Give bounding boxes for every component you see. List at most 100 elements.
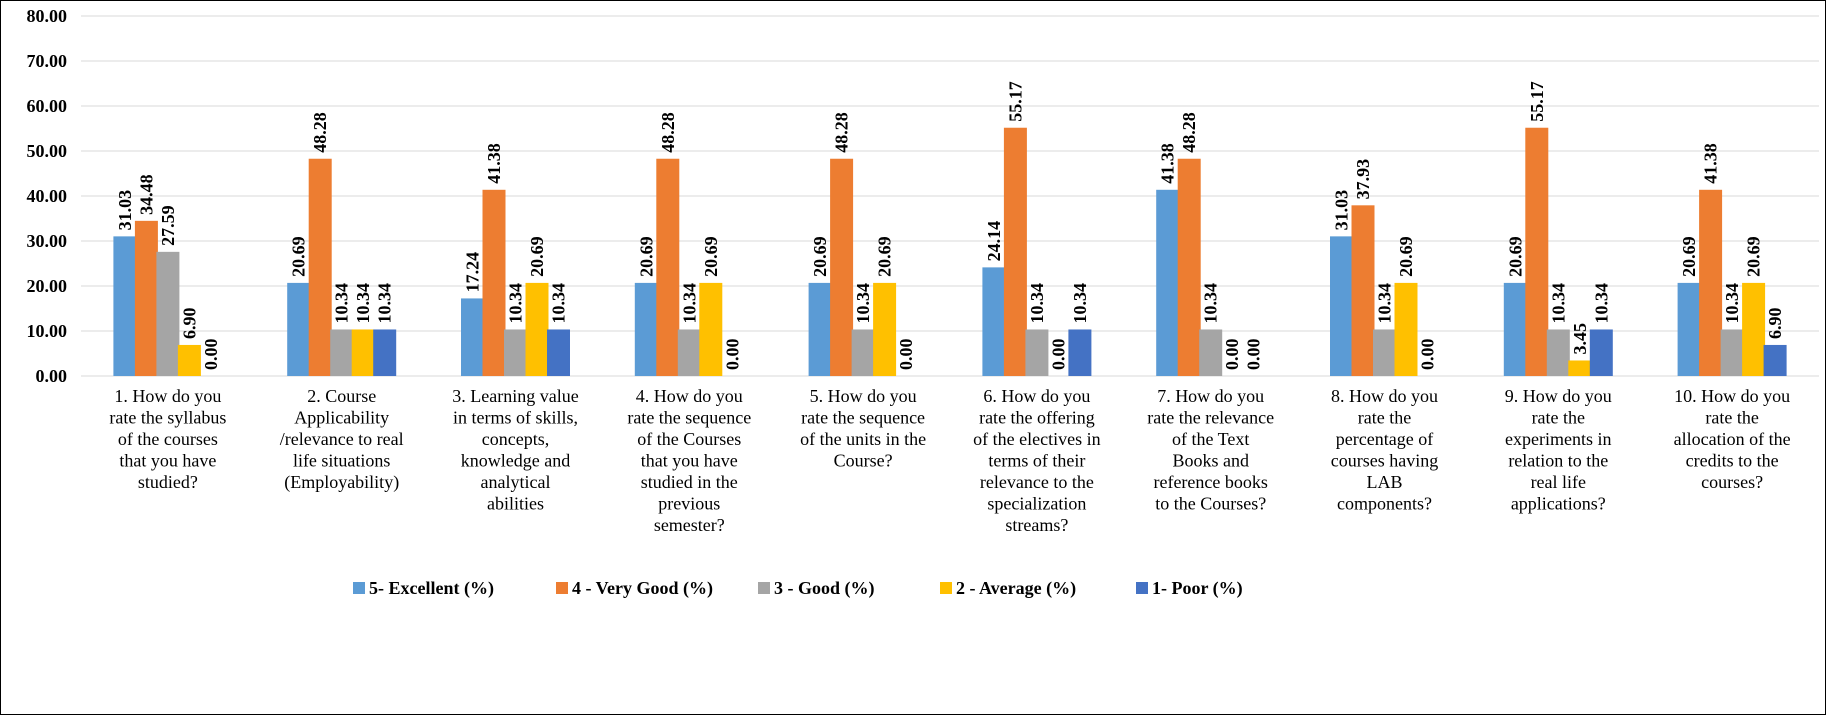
category-label-line: 5. How do you bbox=[810, 386, 917, 406]
bar-3-good bbox=[1373, 329, 1396, 376]
category-label-line: Course? bbox=[834, 451, 893, 471]
bar-4-very-good bbox=[830, 158, 854, 376]
category-label-line: 2. Course bbox=[307, 386, 376, 406]
bar-5-excellent bbox=[1156, 189, 1180, 376]
bar-5-excellent bbox=[113, 236, 137, 376]
category-label: 1. How do you rate the syllabus of the cou… bbox=[109, 386, 226, 492]
data-label: 0.00 bbox=[1244, 339, 1264, 371]
category-label-line: of the Courses bbox=[637, 429, 741, 449]
legend-label: 4 - Very Good (%) bbox=[572, 578, 713, 599]
category-label-line: to the Courses? bbox=[1155, 494, 1266, 514]
data-label: 10.34 bbox=[1722, 283, 1742, 324]
data-label: 20.69 bbox=[701, 236, 721, 277]
bar-4-very-good bbox=[134, 220, 158, 376]
data-label: 20.69 bbox=[1396, 236, 1416, 277]
data-label: 20.69 bbox=[289, 236, 309, 277]
data-label: 10.34 bbox=[506, 283, 526, 324]
category-label-line: rate the bbox=[1532, 408, 1585, 428]
data-label: 20.69 bbox=[1505, 236, 1525, 277]
data-label: 48.28 bbox=[658, 112, 678, 153]
bar-1-poor bbox=[1068, 329, 1092, 376]
bar-5-excellent bbox=[287, 282, 311, 376]
bar-3-good bbox=[330, 329, 354, 376]
category-label-line: specialization bbox=[987, 494, 1086, 514]
bar-4-very-good bbox=[1525, 127, 1549, 376]
category-label-line: 9. How do you bbox=[1505, 386, 1612, 406]
category-label: 9. How do you rate the experiments in relat… bbox=[1505, 386, 1612, 514]
bar-2-average bbox=[873, 282, 897, 376]
legend-swatch bbox=[353, 582, 365, 594]
data-label: 0.00 bbox=[1222, 339, 1242, 371]
y-axis-tick-labels: 0.00 10.00 20.00 30.00 40.00 50.00 60.00 70.00 8… bbox=[27, 6, 68, 386]
data-label: 55.17 bbox=[1527, 81, 1547, 122]
data-label: 10.34 bbox=[375, 283, 395, 324]
category-label-line: rate the sequence bbox=[627, 408, 751, 428]
bar-4-very-good bbox=[1699, 189, 1723, 376]
category-label: 6. How do you rate the offering of the ele… bbox=[973, 386, 1100, 535]
bars bbox=[113, 127, 1787, 376]
legend-label: 1- Poor (%) bbox=[1152, 578, 1243, 599]
bar-3-good bbox=[156, 251, 180, 376]
y-tick-label: 70.00 bbox=[27, 51, 68, 71]
bar-5-excellent bbox=[1330, 236, 1353, 376]
bar-5-excellent bbox=[808, 282, 832, 376]
bar-1-poor bbox=[373, 329, 397, 376]
data-label: 20.69 bbox=[875, 236, 895, 277]
bar-3-good bbox=[851, 329, 875, 376]
category-label-line: 6. How do you bbox=[983, 386, 1090, 406]
data-label: 20.69 bbox=[1679, 236, 1699, 277]
category-label-line: concepts, bbox=[482, 429, 549, 449]
category-labels: 1. How do you rate the syllabus of the cou… bbox=[109, 386, 1790, 535]
bar-2-average bbox=[1742, 282, 1766, 376]
category-label: 5. How do you rate the sequence of the uni… bbox=[800, 386, 926, 471]
data-label: 31.03 bbox=[1332, 190, 1352, 231]
category-label-line: semester? bbox=[654, 515, 725, 535]
bar-4-very-good bbox=[482, 189, 506, 376]
data-label: 10.34 bbox=[332, 283, 352, 324]
data-label: 3.45 bbox=[1570, 323, 1590, 355]
category-label-line: 8. How do you bbox=[1331, 386, 1438, 406]
category-label-line: of the Text bbox=[1172, 429, 1249, 449]
bar-4-very-good bbox=[308, 158, 332, 376]
data-label: 10.34 bbox=[1375, 283, 1395, 324]
category-label-line: percentage of bbox=[1336, 429, 1433, 449]
data-label: 0.00 bbox=[1048, 339, 1068, 371]
bar-2-average bbox=[351, 329, 375, 376]
bar-5-excellent bbox=[982, 267, 1006, 376]
bar-2-average bbox=[525, 282, 549, 376]
y-tick-label: 40.00 bbox=[27, 186, 68, 206]
bar-1-poor bbox=[1589, 329, 1613, 376]
bar-4-very-good bbox=[1177, 158, 1201, 376]
category-label-line: experiments in bbox=[1505, 429, 1611, 449]
data-label: 20.69 bbox=[527, 236, 547, 277]
data-label: 10.34 bbox=[679, 283, 699, 324]
category-label-line: studied in the bbox=[641, 472, 738, 492]
legend-label: 5- Excellent (%) bbox=[369, 578, 494, 599]
bar-3-good bbox=[1025, 329, 1049, 376]
data-label: 41.38 bbox=[484, 143, 504, 184]
category-label-line: streams? bbox=[1005, 515, 1068, 535]
category-label-line: rate the offering bbox=[979, 408, 1095, 428]
data-label: 10.34 bbox=[549, 283, 569, 324]
data-label: 0.00 bbox=[1418, 339, 1438, 371]
category-label-line: previous bbox=[658, 494, 720, 514]
category-label-line: rate the bbox=[1705, 408, 1758, 428]
legend-label: 2 - Average (%) bbox=[956, 578, 1076, 599]
category-label-line: 7. How do you bbox=[1157, 386, 1264, 406]
bar-3-good bbox=[504, 329, 527, 376]
bar-2-average bbox=[1568, 360, 1592, 376]
data-label: 41.38 bbox=[1701, 143, 1721, 184]
category-label-line: /relevance to real bbox=[280, 429, 404, 449]
category-label-line: that you have bbox=[119, 451, 216, 471]
bar-5-excellent bbox=[1503, 282, 1527, 376]
bar-3-good bbox=[1546, 329, 1570, 376]
data-label: 48.28 bbox=[832, 112, 852, 153]
category-label: 4. How do you rate the sequence of the Cou… bbox=[627, 386, 751, 535]
data-label: 0.00 bbox=[722, 339, 742, 371]
category-label-line: reference books bbox=[1153, 472, 1267, 492]
legend: 5- Excellent (%) 4 - Very Good (%) 3 - Goo… bbox=[353, 578, 1243, 599]
category-label: 10. How do you rate the allocation of the c… bbox=[1674, 386, 1791, 492]
y-tick-label: 60.00 bbox=[27, 96, 68, 116]
